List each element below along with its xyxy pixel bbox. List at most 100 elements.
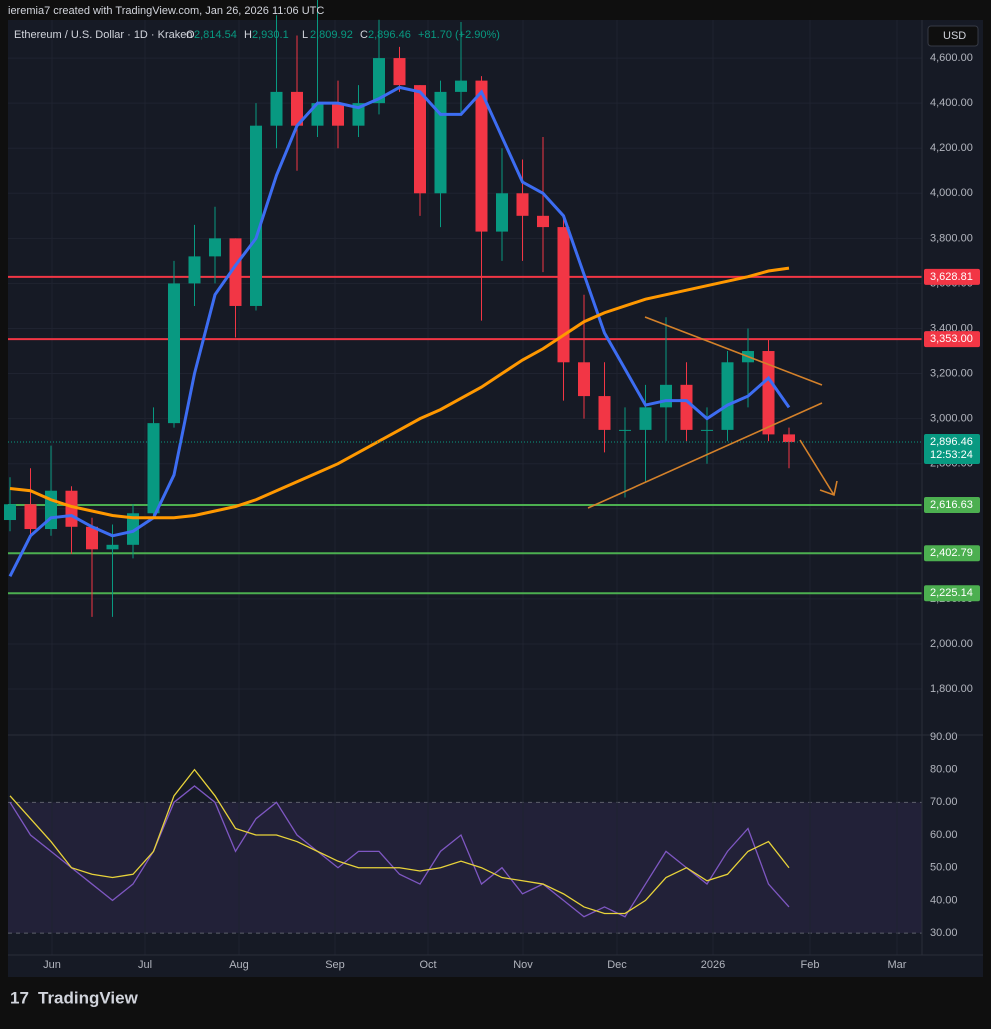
brand-logo: 17 — [10, 988, 29, 1007]
candle-body — [660, 384, 672, 408]
y-tick-label: 4,400.00 — [930, 97, 973, 109]
currency-button[interactable] — [927, 25, 979, 47]
candle-body — [188, 256, 201, 284]
rsi-tick-label: 90.00 — [930, 731, 958, 743]
currency[interactable]: USD — [943, 30, 966, 42]
last-tag — [924, 433, 980, 464]
level-label: 2,225.14 — [930, 587, 973, 599]
ohlc-value: 2,896.46 — [368, 29, 411, 41]
candle-body — [414, 85, 426, 194]
candle-body — [783, 434, 795, 443]
level-tag — [924, 268, 980, 285]
candle-body — [270, 91, 283, 126]
x-tick-label: Aug — [229, 959, 249, 971]
level-label: 2,616.63 — [930, 499, 973, 511]
chart-bg — [8, 20, 983, 977]
candle-body — [496, 193, 508, 232]
y-tick-label: 3,800.00 — [930, 232, 973, 244]
ohlc-value: 2,930.1 — [252, 29, 289, 41]
candle-body — [332, 103, 344, 126]
rsi-tick-label: 50.00 — [930, 862, 958, 874]
ohlc-value: 2,814.54 — [194, 29, 237, 41]
candle-body — [209, 238, 221, 257]
level-label: 2,402.79 — [930, 547, 973, 559]
credit: ieremia7 created with TradingView.com, J… — [8, 5, 324, 17]
candle-body — [352, 103, 365, 126]
candle-body — [701, 429, 713, 431]
candle-body — [373, 58, 385, 104]
candle-body — [475, 80, 488, 232]
y-tick-label: 2,000.00 — [930, 638, 973, 650]
level-tag — [924, 545, 980, 562]
rsi-tick-label: 60.00 — [930, 829, 958, 841]
y-tick-label: 4,000.00 — [930, 187, 973, 199]
candle-body — [127, 513, 139, 545]
x-tick-label: Nov — [513, 959, 533, 971]
level-label: 3,628.81 — [930, 271, 973, 283]
candle-body — [24, 504, 37, 530]
ohlc-key: O — [186, 29, 195, 41]
candle-body — [516, 193, 529, 216]
x-tick-label: Feb — [801, 959, 820, 971]
candle-body — [639, 407, 652, 430]
brand: TradingView — [38, 988, 139, 1007]
candle-body — [311, 103, 324, 126]
candle-body — [229, 238, 242, 306]
x-tick-label: Oct — [419, 959, 436, 971]
rsi-tick-label: 70.00 — [930, 796, 958, 808]
candle-body — [762, 351, 775, 435]
candle-body — [147, 423, 160, 514]
ohlc-key: L — [302, 29, 308, 41]
rsi-tick-label: 30.00 — [930, 927, 958, 939]
y-tick-label: 4,600.00 — [930, 52, 973, 64]
rsi-tick-label: 80.00 — [930, 764, 958, 776]
trendline — [587, 402, 823, 509]
level-tag — [924, 331, 980, 348]
symbol: Ethereum / U.S. Dollar · 1D · Kraken — [14, 29, 193, 41]
rsi-line — [9, 785, 790, 918]
ohlc-key: C — [360, 29, 368, 41]
x-tick-label: Mar — [888, 959, 907, 971]
countdown: 12:53:24 — [930, 449, 973, 461]
ohlc-value: 2,809.92 — [310, 29, 353, 41]
candle-body — [250, 125, 262, 306]
y-tick-label: 3,200.00 — [930, 367, 973, 379]
candle-body — [578, 362, 590, 397]
candle-body — [168, 283, 180, 424]
candle-body — [537, 215, 549, 228]
rsi-tick-label: 40.00 — [930, 894, 958, 906]
rsi-band — [8, 802, 922, 934]
candle-body — [4, 504, 16, 521]
x-tick-label: 2026 — [701, 959, 725, 971]
candle-body — [86, 526, 98, 550]
level-label: 3,353.00 — [930, 333, 973, 345]
x-tick-label: Sep — [325, 959, 345, 971]
arrow — [799, 439, 835, 496]
ohlc-key: H — [244, 29, 252, 41]
x-tick-label: Dec — [607, 959, 627, 971]
candle-body — [557, 227, 570, 363]
trendline — [644, 316, 823, 386]
last-label: 2,896.46 — [930, 436, 973, 448]
drawings — [587, 316, 838, 509]
change: +81.70 (+2.90%) — [418, 29, 500, 41]
moving-average — [8, 85, 791, 578]
candle-body — [680, 384, 693, 430]
y-tick-label: 3,000.00 — [930, 413, 973, 425]
rsi-ma-line — [9, 768, 790, 915]
x-tick-label: Jul — [138, 959, 152, 971]
arrow-head — [819, 480, 838, 497]
x-tick-label: Jun — [43, 959, 61, 971]
level-tag — [924, 585, 980, 602]
candle-body — [455, 80, 467, 92]
y-tick-label: 4,200.00 — [930, 142, 973, 154]
candle-body — [619, 429, 631, 431]
y-tick-label: 1,800.00 — [930, 683, 973, 695]
candle-body — [393, 58, 406, 86]
candle-body — [598, 396, 611, 430]
candle-body — [106, 544, 119, 550]
candle-body — [434, 91, 447, 194]
candle-body — [721, 362, 734, 430]
candle-body — [291, 91, 303, 126]
